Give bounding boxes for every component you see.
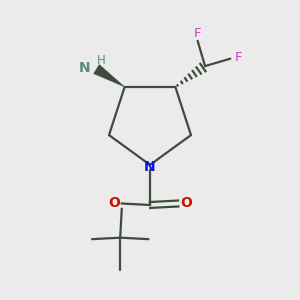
Text: N: N — [78, 61, 90, 75]
Text: H: H — [97, 54, 105, 67]
Polygon shape — [94, 64, 125, 87]
Text: O: O — [180, 196, 192, 210]
Text: O: O — [108, 196, 120, 210]
Text: N: N — [144, 160, 156, 174]
Text: F: F — [235, 51, 242, 64]
Text: F: F — [194, 27, 201, 40]
